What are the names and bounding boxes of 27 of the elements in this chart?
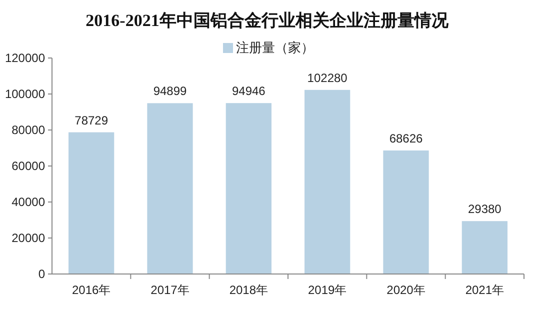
legend-label: 注册量（家） xyxy=(236,40,314,55)
x-tick-label: 2016年 xyxy=(72,283,111,297)
x-tick-label: 2021年 xyxy=(465,283,504,297)
data-label: 94946 xyxy=(232,84,266,98)
y-tick-label: 120000 xyxy=(4,51,46,65)
x-tick-label: 2020年 xyxy=(386,283,426,297)
bar xyxy=(304,90,350,274)
y-tick-label: 60000 xyxy=(12,159,46,173)
y-tick-label: 80000 xyxy=(12,123,46,137)
y-tick-label: 0 xyxy=(38,267,46,281)
bar xyxy=(226,103,272,274)
y-tick-label: 100000 xyxy=(4,87,46,101)
data-label: 29380 xyxy=(468,202,502,216)
x-tick-label: 2018年 xyxy=(229,283,268,297)
y-tick-label: 40000 xyxy=(12,195,46,209)
bar xyxy=(68,132,114,274)
y-tick-label: 20000 xyxy=(12,231,46,245)
data-label: 68626 xyxy=(389,131,424,146)
chart-title: 2016-2021年中国铝合金行业相关企业注册量情况 xyxy=(86,11,450,30)
x-tick-label: 2017年 xyxy=(150,283,190,297)
data-label: 78729 xyxy=(74,113,108,128)
data-label: 94899 xyxy=(153,84,188,98)
bar xyxy=(147,103,193,274)
data-label: 102280 xyxy=(307,70,348,85)
x-tick-label: 2019年 xyxy=(308,283,347,297)
bar xyxy=(383,150,429,274)
bar xyxy=(462,221,508,274)
